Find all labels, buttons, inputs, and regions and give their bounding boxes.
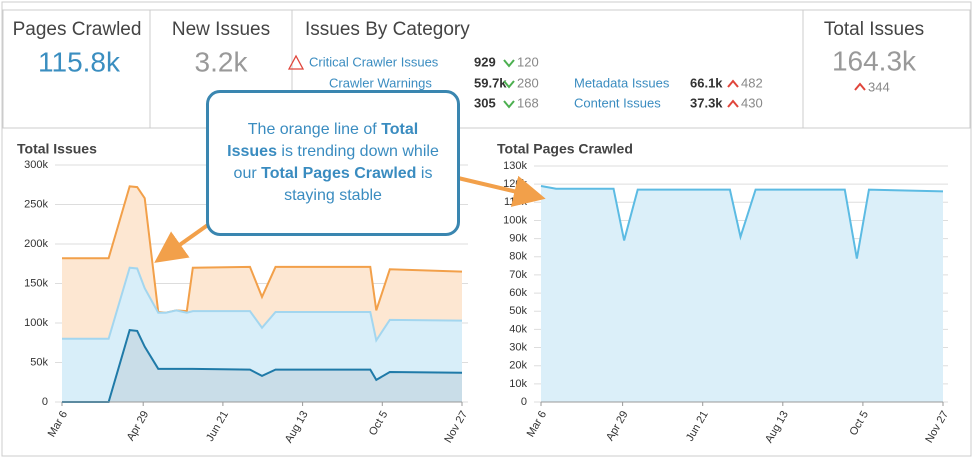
y-tick-label: 30k: [509, 341, 527, 353]
category-change: 430: [741, 95, 763, 110]
category-label: Crawler Warnings: [329, 75, 432, 90]
y-tick-label: 110k: [504, 196, 528, 208]
stat-label: Pages Crawled: [13, 19, 142, 40]
y-tick-label: 50k: [30, 356, 48, 368]
y-tick-label: 300k: [24, 159, 48, 171]
x-tick-label: Jun 21: [204, 409, 231, 444]
stat-label: Total Issues: [824, 19, 924, 40]
category-change: 168: [517, 95, 539, 110]
x-tick-label: Mar 6: [525, 409, 549, 439]
series-area: [62, 330, 462, 402]
y-tick-label: 50k: [509, 305, 527, 317]
series-area: [541, 185, 943, 402]
x-tick-label: Aug 13: [763, 409, 791, 445]
stat-value: 3.2k: [195, 46, 249, 77]
callout-segment: Total Issues: [227, 121, 419, 160]
series-line: [62, 329, 463, 403]
y-tick-label: 150k: [24, 277, 48, 289]
x-tick-label: Nov 27: [923, 409, 951, 445]
callout-segment: Total Pages Crawled: [261, 165, 417, 182]
section-title: Issues By Category: [305, 19, 470, 40]
stat-change: 344: [868, 79, 890, 94]
y-tick-label: 60k: [509, 287, 527, 299]
x-tick-label: Oct 5: [847, 409, 871, 438]
category-change: 482: [741, 75, 763, 90]
category-label: Critical Crawler Issues: [309, 54, 439, 69]
warning-icon: [287, 54, 305, 70]
y-tick-label: 20k: [509, 360, 527, 372]
stat-label: New Issues: [172, 19, 270, 40]
x-tick-label: Mar 6: [46, 409, 70, 439]
category-value: 37.3k: [690, 95, 723, 110]
callout-segment: is staying stable: [284, 165, 433, 204]
category-label: Content Issues: [574, 95, 661, 110]
x-tick-label: Apr 29: [125, 409, 152, 443]
category-value: 59.7k: [474, 75, 507, 90]
y-tick-label: 130k: [503, 160, 527, 172]
change-icon: [727, 99, 739, 108]
callout: The orange line of Total Issues is trend…: [206, 90, 460, 236]
series-line: [62, 266, 463, 343]
change-icon: [503, 59, 515, 68]
x-tick-label: Oct 5: [367, 409, 391, 438]
chart-title: Total Pages Crawled: [497, 141, 633, 157]
y-tick-label: 40k: [509, 323, 527, 335]
series-line: [540, 184, 944, 259]
category-value: 305: [474, 95, 496, 110]
y-tick-label: 100k: [503, 214, 527, 226]
y-tick-label: 200k: [24, 238, 48, 250]
x-tick-label: Jun 21: [684, 409, 711, 444]
chart-title: Total Issues: [17, 141, 97, 157]
change-icon: [854, 82, 866, 91]
header-frame: [2, 9, 971, 129]
y-tick-label: 10k: [509, 378, 527, 390]
category-change: 120: [517, 54, 539, 69]
stat-value: 164.3k: [832, 45, 917, 76]
change-icon: [727, 79, 739, 88]
stat-value: 115.8k: [38, 46, 121, 77]
x-tick-label: Nov 27: [442, 409, 470, 445]
callout-text: The orange line of Total Issues is trend…: [227, 119, 439, 207]
series-line: [62, 185, 463, 314]
category-label: Metadata Issues: [574, 75, 670, 90]
y-tick-label: 0: [521, 396, 527, 408]
y-tick-label: 250k: [24, 198, 48, 210]
y-tick-label: 70k: [509, 269, 527, 281]
callout-arrow: [457, 175, 546, 207]
callout-segment: The orange line of: [247, 121, 382, 138]
y-tick-label: 90k: [509, 233, 527, 245]
y-tick-label: 80k: [509, 251, 527, 263]
x-tick-label: Aug 13: [283, 409, 311, 445]
category-change: 280: [517, 75, 539, 90]
category-value: 929: [474, 54, 496, 69]
change-icon: [503, 80, 515, 89]
x-tick-label: Apr 29: [604, 409, 631, 443]
category-value: 66.1k: [690, 75, 723, 90]
change-icon: [503, 100, 515, 109]
y-tick-label: 100k: [24, 317, 48, 329]
callout-segment: is trending down while our: [233, 143, 439, 182]
callout-arrow: [154, 220, 214, 263]
charts: Total Issues 0 50k 100k 150k 200k 250k 300k Mar …: [17, 141, 951, 445]
category-list: Critical Crawler Issues 929 120 Crawler War…: [287, 54, 866, 110]
y-tick-label: 0: [42, 396, 48, 408]
